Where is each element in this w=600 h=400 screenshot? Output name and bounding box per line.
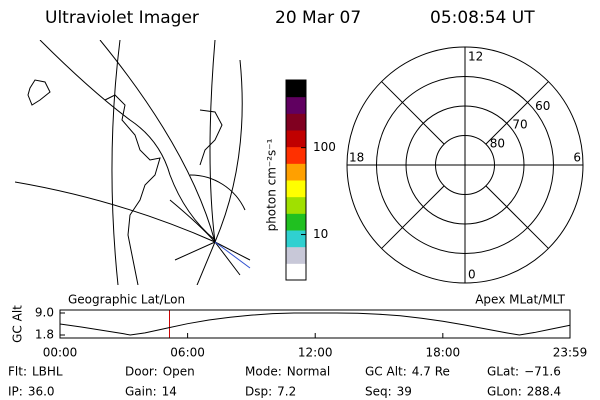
y-tick-label: 9.0: [35, 306, 54, 320]
mlt-label: 0: [468, 268, 476, 282]
field-value: 36.0: [28, 385, 55, 399]
diagonal: [485, 81, 549, 145]
graticule: [39, 40, 216, 241]
diagonal: [381, 81, 445, 145]
mlt-label: 12: [468, 50, 483, 64]
color-swatch: [286, 80, 306, 98]
altitude-line: [59, 312, 571, 336]
field-value: 288.4: [527, 385, 561, 399]
ring-label: 60: [535, 99, 550, 113]
color-swatch: [286, 213, 306, 231]
title: Ultraviolet Imager: [45, 8, 199, 28]
field-label: Gain:: [125, 385, 157, 399]
coastline: [104, 94, 161, 285]
colorbar-label: photon cm⁻²s⁻¹: [265, 138, 279, 231]
y-axis-label: GC Alt: [11, 305, 25, 343]
graticule: [99, 40, 216, 243]
date: 20 Mar 07: [275, 8, 361, 28]
field-value: 4.7 Re: [412, 365, 450, 379]
time: 05:08:54 UT: [430, 8, 535, 28]
x-tick-label: 00:00: [43, 346, 78, 360]
color-swatch: [286, 163, 306, 181]
map: [15, 40, 251, 285]
x-tick-label: 18:00: [426, 346, 461, 360]
graticule: [111, 40, 121, 285]
altitude-plot: Geographic Lat/Lon Apex MLat/MLT GC Alt 9.0…: [11, 293, 588, 360]
color-swatch: [286, 196, 306, 214]
graticule: [15, 181, 216, 243]
field-value: 39: [397, 385, 412, 399]
color-swatch: [286, 180, 306, 198]
field-label: IP:: [8, 385, 23, 399]
field-label: GC Alt:: [365, 365, 407, 379]
ring-label: 70: [512, 118, 527, 132]
colorbar: 10 100: [285, 79, 336, 281]
left-label: Geographic Lat/Lon: [68, 293, 185, 307]
color-swatch: [286, 146, 306, 164]
field-value: Normal: [287, 365, 330, 379]
tick-label: 100: [313, 140, 336, 154]
x-tick-label: 23:59: [553, 346, 588, 360]
mlt-label: 6: [573, 151, 581, 165]
field-label: GLon:: [487, 385, 522, 399]
field-value: LBHL: [32, 365, 63, 379]
y-tick-label: 1.8: [35, 328, 54, 342]
field-label: GLat:: [487, 365, 519, 379]
field-value: 7.2: [277, 385, 296, 399]
tick-label: 10: [313, 227, 328, 241]
right-label: Apex MLat/MLT: [475, 293, 565, 307]
color-swatch: [286, 230, 306, 248]
graticule: [214, 241, 251, 269]
color-swatch: [286, 246, 306, 264]
graticule: [214, 59, 243, 243]
field-value: Open: [163, 365, 195, 379]
lat-ring: [435, 135, 495, 195]
mlt-label: 18: [349, 151, 364, 165]
color-swatch: [286, 96, 306, 114]
diagonal: [381, 185, 445, 249]
lat-ring: [405, 105, 525, 225]
field-label: Mode:: [245, 365, 282, 379]
lat-ring: [376, 76, 554, 254]
graticule: [209, 40, 216, 243]
coastline: [199, 109, 223, 166]
field-label: Seq:: [365, 385, 392, 399]
coastline: [27, 79, 51, 106]
field-label: Flt:: [8, 365, 27, 379]
x-tick-label: 06:00: [170, 346, 205, 360]
field-value: 14: [162, 385, 177, 399]
x-tick-label: 12:00: [298, 346, 333, 360]
field-label: Dsp:: [245, 385, 272, 399]
color-swatch: [286, 263, 306, 281]
field-value: −71.6: [524, 365, 561, 379]
field-label: Door:: [125, 365, 158, 379]
graticule: [169, 174, 251, 285]
diagonal: [485, 185, 549, 249]
footer: Flt: LBHL Door: Open Mode: Normal GC Alt: 4.7 R…: [8, 365, 561, 399]
color-swatch: [286, 113, 306, 131]
color-swatch: [286, 130, 306, 148]
ring-label: 80: [490, 137, 505, 151]
colorbar-frame: [285, 79, 307, 281]
